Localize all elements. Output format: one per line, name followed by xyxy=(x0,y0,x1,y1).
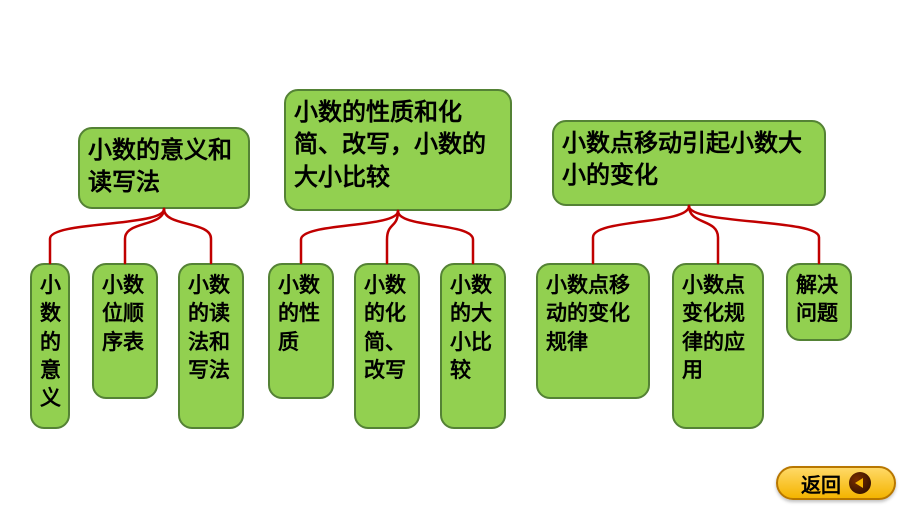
parent-node-p2: 小数的性质和化简、改写，小数的大小比较 xyxy=(284,89,512,211)
return-button-label: 返回 xyxy=(801,469,841,498)
child-node-c5: 小数的化简、改写 xyxy=(354,263,420,429)
child-node-c4: 小数的性质 xyxy=(268,263,334,399)
parent-node-p1: 小数的意义和读写法 xyxy=(78,127,250,209)
child-node-c1: 小数的意义 xyxy=(30,263,70,429)
connector-p1 xyxy=(30,209,231,263)
child-node-c6: 小数的大小比较 xyxy=(440,263,506,429)
hierarchy-diagram: 小数的意义和读写法小数的性质和化简、改写，小数的大小比较小数点移动引起小数大小的… xyxy=(0,0,920,518)
child-node-c2: 小数位顺序表 xyxy=(92,263,158,399)
connector-p3 xyxy=(573,206,839,263)
child-node-c7: 小数点移动的变化规律 xyxy=(536,263,650,399)
child-node-c9: 解决问题 xyxy=(786,263,852,341)
return-button[interactable]: 返回 xyxy=(776,466,896,500)
child-node-c3: 小数的读法和写法 xyxy=(178,263,244,429)
connector-p2 xyxy=(281,211,493,263)
child-node-c8: 小数点变化规律的应用 xyxy=(672,263,764,429)
parent-node-p3: 小数点移动引起小数大小的变化 xyxy=(552,120,826,206)
return-icon xyxy=(849,472,871,494)
